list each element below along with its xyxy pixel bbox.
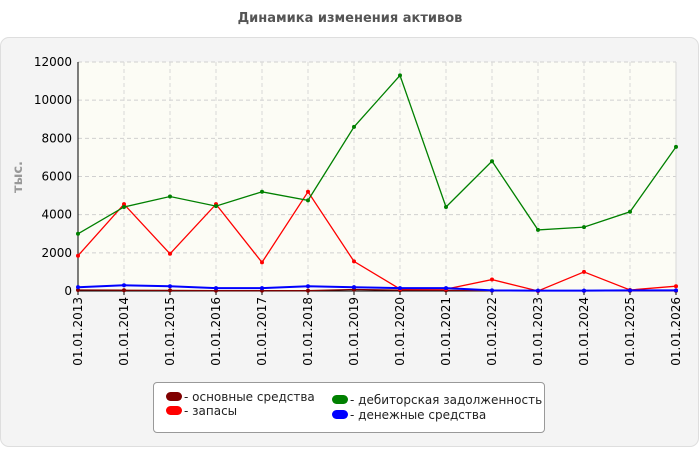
data-point-inventory bbox=[122, 202, 126, 207]
y-axis-label: тыс. bbox=[11, 161, 26, 193]
data-point-receivables bbox=[490, 159, 494, 164]
data-point-cash bbox=[122, 283, 126, 288]
data-point-cash bbox=[628, 288, 632, 293]
legend-swatch-fixed-assets bbox=[166, 392, 182, 401]
data-point-receivables bbox=[76, 231, 80, 236]
data-point-receivables bbox=[168, 194, 172, 199]
data-point-inventory bbox=[674, 284, 678, 289]
data-point-receivables bbox=[306, 198, 310, 203]
data-point-cash bbox=[674, 288, 678, 293]
legend: - основные средства - запасы - дебиторск… bbox=[153, 382, 545, 433]
legend-swatch-cash bbox=[332, 410, 348, 419]
data-point-receivables bbox=[352, 124, 356, 129]
data-point-inventory bbox=[260, 260, 264, 265]
plot-area bbox=[78, 62, 676, 291]
data-point-receivables bbox=[214, 204, 218, 209]
y-tick-label: 4000 bbox=[41, 208, 72, 222]
data-point-inventory bbox=[582, 269, 586, 274]
x-tick-label: 01.01.2014 bbox=[117, 297, 131, 366]
data-point-fixed-assets bbox=[122, 288, 126, 293]
data-point-inventory bbox=[352, 259, 356, 264]
data-point-cash bbox=[582, 288, 586, 293]
data-point-fixed-assets bbox=[168, 288, 172, 293]
data-point-receivables bbox=[628, 209, 632, 214]
data-point-cash bbox=[352, 285, 356, 290]
data-point-cash bbox=[398, 286, 402, 291]
series-line-receivables bbox=[77, 74, 677, 235]
x-tick-label: 01.01.2015 bbox=[163, 297, 177, 366]
y-tick-label: 12000 bbox=[34, 55, 72, 69]
data-point-cash bbox=[306, 284, 310, 289]
data-point-cash bbox=[490, 288, 494, 293]
x-tick-label: 01.01.2025 bbox=[623, 297, 637, 366]
data-point-cash bbox=[444, 286, 448, 291]
data-point-receivables bbox=[536, 227, 540, 232]
legend-item-receivables: - дебиторская задолженность bbox=[332, 393, 542, 407]
data-point-receivables bbox=[444, 205, 448, 210]
y-tick-label: 6000 bbox=[41, 170, 72, 184]
y-tick-label: 10000 bbox=[34, 93, 72, 107]
x-tick-label: 01.01.2019 bbox=[347, 297, 361, 366]
data-point-fixed-assets bbox=[76, 288, 80, 293]
data-point-receivables bbox=[260, 189, 264, 194]
data-point-fixed-assets bbox=[306, 288, 310, 293]
y-tick-label: 2000 bbox=[41, 246, 72, 260]
legend-label-inventory: - запасы bbox=[184, 404, 238, 418]
y-tick-label: 8000 bbox=[41, 131, 72, 145]
x-tick-label: 01.01.2016 bbox=[209, 297, 223, 366]
series-line-cash bbox=[77, 284, 676, 292]
data-point-inventory bbox=[168, 251, 172, 256]
data-point-receivables bbox=[122, 205, 126, 210]
x-tick-label: 01.01.2017 bbox=[255, 297, 269, 366]
legend-swatch-inventory bbox=[166, 406, 182, 415]
y-tick-label: 0 bbox=[64, 284, 72, 298]
data-point-receivables bbox=[674, 144, 678, 149]
chart-title: Динамика изменения активов bbox=[237, 11, 463, 26]
data-point-receivables bbox=[398, 73, 402, 78]
legend-item-cash: - денежные средства bbox=[332, 408, 486, 422]
data-point-cash bbox=[168, 284, 172, 289]
legend-item-fixed-assets: - основные средства bbox=[166, 390, 315, 404]
data-point-inventory bbox=[490, 277, 494, 282]
x-tick-label: 01.01.2026 bbox=[669, 297, 683, 366]
data-point-inventory bbox=[76, 253, 80, 258]
legend-label-receivables: - дебиторская задолженность bbox=[350, 393, 543, 407]
x-tick-label: 01.01.2021 bbox=[439, 297, 453, 366]
legend-swatch-receivables bbox=[332, 395, 348, 404]
data-point-cash bbox=[260, 286, 264, 291]
x-tick-label: 01.01.2018 bbox=[301, 297, 315, 366]
x-tick-label: 01.01.2020 bbox=[393, 297, 407, 366]
legend-item-inventory: - запасы bbox=[166, 404, 237, 418]
data-point-inventory bbox=[306, 189, 310, 194]
x-tick-label: 01.01.2024 bbox=[577, 297, 591, 366]
legend-label-cash: - денежные средства bbox=[350, 408, 487, 422]
legend-label-fixed-assets: - основные средства bbox=[184, 390, 315, 404]
data-point-cash bbox=[214, 286, 218, 291]
series-line-inventory bbox=[77, 190, 677, 292]
x-tick-label: 01.01.2022 bbox=[485, 297, 499, 366]
data-point-cash bbox=[76, 285, 80, 290]
data-point-cash bbox=[536, 288, 540, 293]
x-tick-label: 01.01.2023 bbox=[531, 297, 545, 366]
data-point-receivables bbox=[582, 225, 586, 230]
x-tick-label: 01.01.2013 bbox=[71, 297, 85, 366]
